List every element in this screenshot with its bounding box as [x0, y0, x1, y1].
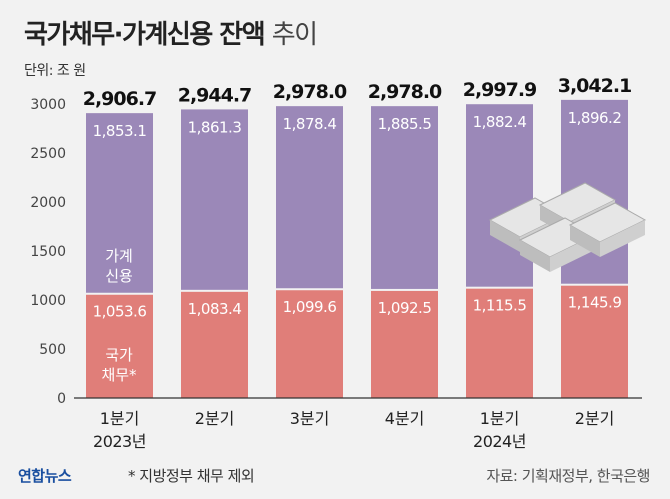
bar-debt: [466, 288, 533, 398]
unit-label: 단위: 조 원: [24, 63, 86, 79]
credit-value-label: 1,861.3: [188, 118, 242, 136]
bar-credit: [466, 104, 533, 287]
year-label: 2024년: [473, 432, 526, 451]
money-bundle-side: [570, 225, 600, 257]
source-label: 자료: 기획재정부, 한국은행: [486, 467, 650, 485]
y-tick-label: 2500: [30, 146, 66, 162]
total-value-label: 2,906.7: [83, 88, 157, 110]
credit-value-label: 1,885.5: [378, 115, 432, 133]
title-light: 추이: [271, 20, 318, 50]
bar-credit: [371, 106, 438, 289]
total-value-label: 2,944.7: [178, 84, 252, 106]
money-bundle-front: [600, 220, 645, 257]
credit-value-label: 1,882.4: [473, 113, 527, 131]
total-value-label: 2,997.9: [463, 79, 537, 101]
x-tick-label: 3분기: [290, 409, 330, 428]
chart-title: 국가채무·가계신용 잔액 추이: [24, 14, 318, 51]
debt-value-label: 1,053.6: [93, 303, 147, 321]
credit-value-label: 1,878.4: [283, 115, 337, 133]
bar-debt: [371, 290, 438, 398]
bar-debt: [561, 285, 628, 398]
money-bundle-side: [490, 220, 520, 252]
bar-credit: [86, 113, 153, 293]
legend-credit-label: 가계신용: [105, 247, 133, 285]
bar-debt: [86, 294, 153, 398]
x-tick-label: 4분기: [385, 409, 425, 428]
credit-value-label: 1,896.2: [568, 109, 622, 127]
publisher-logo: 연합뉴스: [18, 467, 72, 485]
bar-credit: [181, 109, 248, 290]
bar-credit: [276, 106, 343, 289]
y-tick-label: 500: [39, 342, 66, 358]
debt-value-label: 1,092.5: [378, 299, 432, 317]
legend-debt-label: 국가채무*: [101, 346, 137, 384]
y-tick-label: 1500: [30, 244, 66, 260]
title-main: 국가채무·가계신용 잔액: [24, 20, 266, 50]
y-tick-label: 3000: [30, 97, 66, 113]
bar-debt: [181, 291, 248, 398]
x-tick-label: 2분기: [575, 409, 615, 428]
debt-value-label: 1,099.6: [283, 298, 337, 316]
footnote: * 지방정부 채무 제외: [128, 467, 255, 485]
total-value-label: 3,042.1: [558, 75, 632, 97]
debt-value-label: 1,083.4: [188, 300, 242, 318]
x-tick-label: 1분기: [480, 409, 520, 428]
bar-debt: [276, 290, 343, 398]
y-tick-label: 0: [57, 391, 66, 407]
money-bundle-side: [520, 240, 550, 272]
debt-value-label: 1,115.5: [473, 297, 527, 315]
debt-value-label: 1,145.9: [568, 294, 622, 312]
total-value-label: 2,978.0: [368, 81, 442, 103]
credit-value-label: 1,853.1: [93, 122, 147, 140]
x-tick-label: 2분기: [195, 409, 235, 428]
total-value-label: 2,978.0: [273, 81, 347, 103]
y-tick-label: 1000: [30, 293, 66, 309]
year-label: 2023년: [93, 432, 146, 451]
y-tick-label: 2000: [30, 195, 66, 211]
x-tick-label: 1분기: [100, 409, 140, 428]
